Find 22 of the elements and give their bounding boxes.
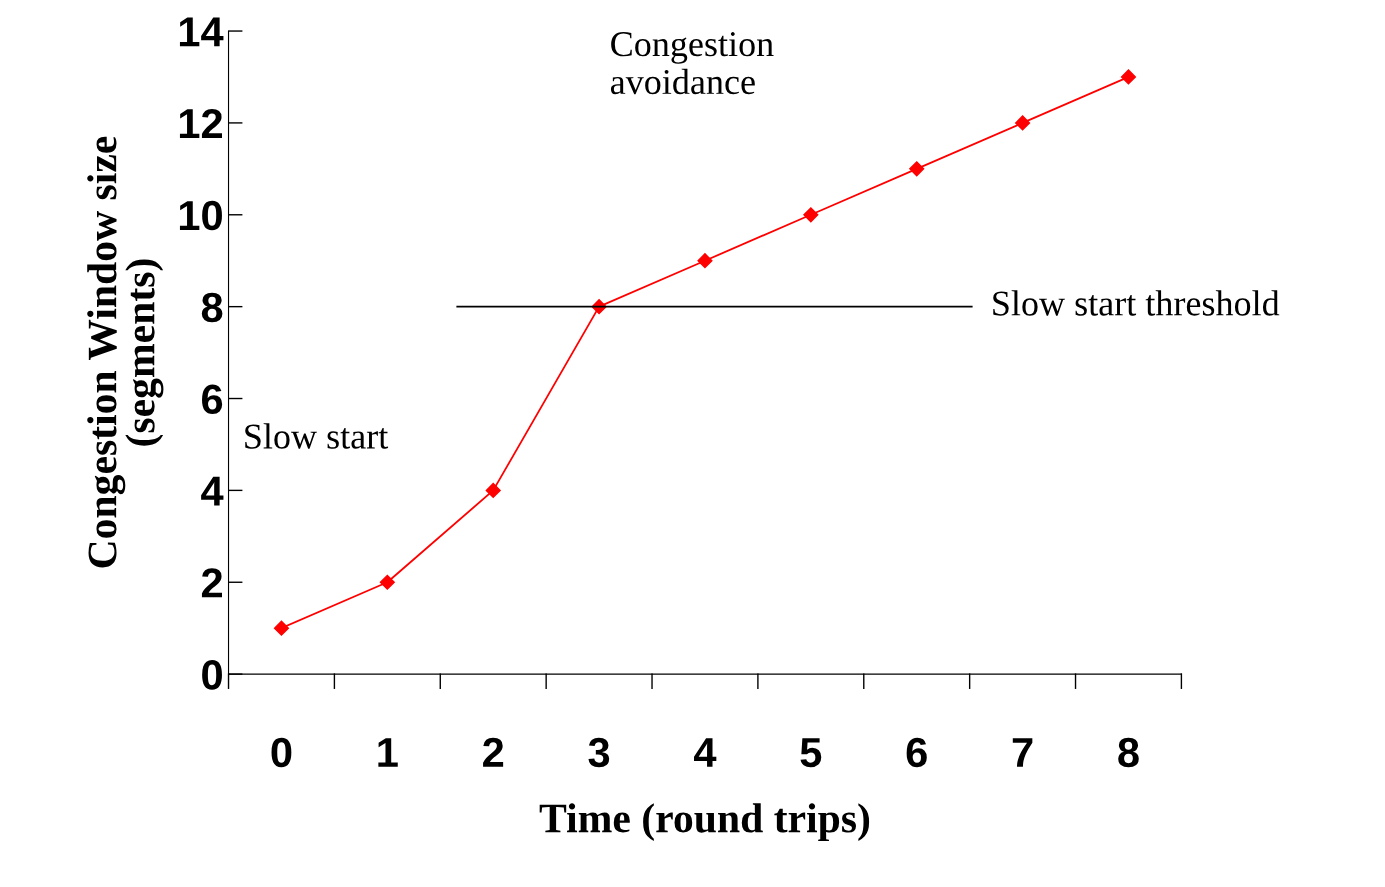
y-tick-label: 0	[202, 660, 222, 690]
annotation: Congestion avoidance	[610, 32, 774, 95]
x-tick-label: 7	[1012, 738, 1033, 767]
y-tick-label: 12	[179, 108, 222, 139]
x-tick-label: 6	[906, 737, 927, 768]
y-tick-label: 6	[202, 384, 223, 415]
x-tick-label: 4	[694, 738, 717, 767]
x-tick-label: 2	[483, 737, 504, 767]
y-tick-label: 8	[201, 292, 223, 323]
y-tick-label: 10	[179, 200, 222, 231]
y-axis-title: Congestion Window size (segments)	[87, 136, 164, 568]
x-tick-label: 5	[800, 738, 822, 768]
x-tick-label: 3	[588, 737, 610, 768]
x-tick-label: 1	[378, 738, 398, 767]
y-tick-label: 14	[179, 17, 224, 47]
x-tick-label: 0	[271, 737, 292, 768]
ref-line-label: Slow start threshold	[993, 290, 1280, 316]
annotation: Slow start	[245, 423, 389, 449]
x-axis-title: Time (round trips)	[539, 803, 870, 842]
y-tick-label: 4	[201, 476, 224, 506]
x-tick-label: 8	[1118, 737, 1139, 768]
y-tick-label: 2	[201, 568, 222, 598]
